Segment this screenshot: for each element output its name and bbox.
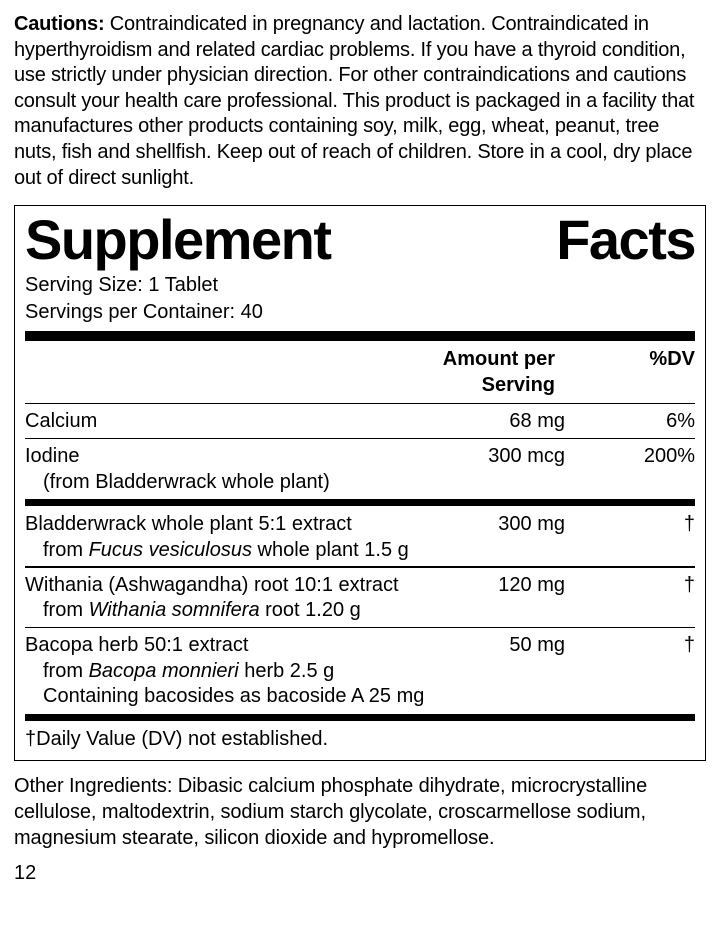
cautions-block: Cautions: Contraindicated in pregnancy a… [14, 12, 706, 191]
nutrient-name: Iodine [25, 444, 425, 470]
nutrient-amount: 68 mg [425, 409, 565, 435]
nutrient-subline: Containing bacosides as bacoside A 25 mg [25, 684, 695, 710]
header-dv: %DV [615, 347, 695, 398]
rule-thin [25, 403, 695, 404]
nutrient-dv: † [565, 633, 695, 659]
nutrient-subline: from Withania somnifera root 1.20 g [25, 598, 695, 624]
nutrient-section-2: Bladderwrack whole plant 5:1 extract300 … [25, 510, 695, 710]
page-number: 12 [14, 861, 706, 887]
nutrient-name: Bacopa herb 50:1 extract [25, 633, 425, 659]
nutrient-row: Calcium68 mg6% [25, 407, 695, 435]
cautions-label: Cautions: [14, 13, 104, 35]
nutrient-subline: from Fucus vesiculosus whole plant 1.5 g [25, 538, 695, 564]
panel-title: Supplement Facts [25, 210, 695, 272]
nutrient-amount: 120 mg [425, 573, 565, 599]
nutrient-row: Iodine300 mcg200% [25, 442, 695, 470]
nutrient-dv: 200% [565, 444, 695, 470]
nutrient-row: Bacopa herb 50:1 extract50 mg† [25, 631, 695, 659]
nutrient-amount: 300 mg [425, 512, 565, 538]
nutrient-amount: 300 mcg [425, 444, 565, 470]
nutrient-name: Withania (Ashwagandha) root 10:1 extract [25, 573, 425, 599]
header-amount: Amount per Serving [375, 347, 615, 398]
nutrient-subline: (from Bladderwrack whole plant) [25, 470, 695, 496]
rule-medium [25, 714, 695, 721]
panel-title-right: Facts [556, 212, 695, 268]
nutrient-row: Bladderwrack whole plant 5:1 extract300 … [25, 510, 695, 538]
nutrient-section-1: Calcium68 mg6% Iodine300 mcg200%(from Bla… [25, 407, 695, 495]
nutrient-name: Bladderwrack whole plant 5:1 extract [25, 512, 425, 538]
header-row: Amount per Serving %DV [25, 345, 695, 400]
nutrient-dv: 6% [565, 409, 695, 435]
supplement-facts-panel: Supplement Facts Serving Size: 1 Tablet … [14, 205, 706, 761]
rule-medium [25, 499, 695, 506]
nutrient-dv: † [565, 512, 695, 538]
servings-per-container: Servings per Container: 40 [25, 299, 695, 325]
nutrient-subline: from Bacopa monnieri herb 2.5 g [25, 659, 695, 685]
panel-title-left: Supplement [25, 212, 330, 268]
cautions-text: Contraindicated in pregnancy and lactati… [14, 13, 694, 189]
nutrient-dv: † [565, 573, 695, 599]
nutrient-row: Withania (Ashwagandha) root 10:1 extract… [25, 571, 695, 599]
rule-thin [25, 627, 695, 628]
nutrient-amount: 50 mg [425, 633, 565, 659]
rule-thin [25, 566, 695, 567]
dv-footnote: †Daily Value (DV) not established. [25, 725, 695, 755]
serving-size: Serving Size: 1 Tablet [25, 272, 695, 298]
rule-heavy [25, 331, 695, 341]
other-ingredients: Other Ingredients: Dibasic calcium phosp… [14, 773, 706, 851]
rule-thin [25, 438, 695, 439]
nutrient-name: Calcium [25, 409, 425, 435]
